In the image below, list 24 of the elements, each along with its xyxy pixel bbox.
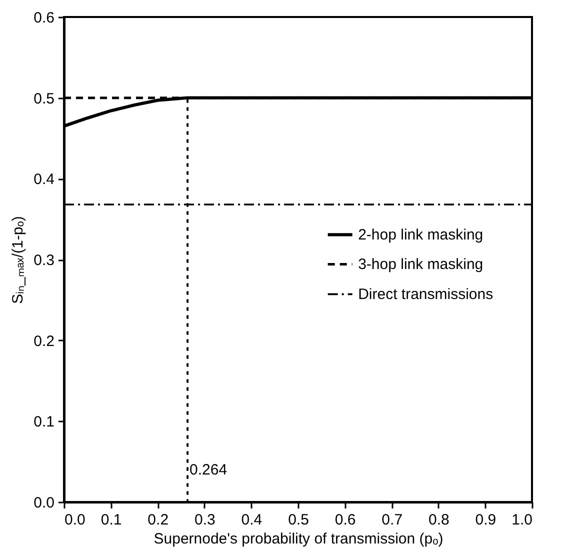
x-tick-label: 0.7 bbox=[382, 512, 403, 528]
annotation: 0.264 bbox=[190, 462, 228, 479]
legend-label: 3-hop link masking bbox=[358, 256, 484, 274]
x-tick-label: 1.0 bbox=[512, 512, 532, 528]
y-axis-title: Sᵢₙ_ₘₐₓ/(1-pₒ) bbox=[10, 216, 27, 304]
x-tick-label: 0.4 bbox=[241, 512, 262, 528]
y-tick-label: 0.5 bbox=[34, 90, 54, 108]
y-tick-label: 0.6 bbox=[34, 10, 54, 26]
x-tick-label: 0.0 bbox=[64, 512, 86, 528]
y-tick-label: 0.0 bbox=[34, 494, 54, 512]
x-tick-label: 0.9 bbox=[475, 512, 496, 528]
y-tick-label: 0.1 bbox=[34, 414, 54, 431]
y-tick-label: 0.4 bbox=[34, 171, 54, 188]
x-tick-label: 0.3 bbox=[194, 512, 216, 528]
x-tick-label: 0.6 bbox=[334, 512, 356, 528]
y-tick-label: 0.3 bbox=[34, 252, 54, 269]
legend-label: Direct transmissions bbox=[358, 286, 494, 304]
x-axis-title: Supernode's probability of transmission (pₒ) bbox=[154, 530, 444, 548]
x-tick-label: 0.5 bbox=[288, 512, 309, 528]
x-tick-label: 0.1 bbox=[100, 512, 122, 528]
x-tick-label: 0.2 bbox=[148, 512, 169, 528]
legend-label: 2-hop link masking bbox=[358, 226, 484, 244]
y-tick-label: 0.2 bbox=[34, 332, 54, 350]
x-tick-label: 0.8 bbox=[428, 512, 450, 528]
